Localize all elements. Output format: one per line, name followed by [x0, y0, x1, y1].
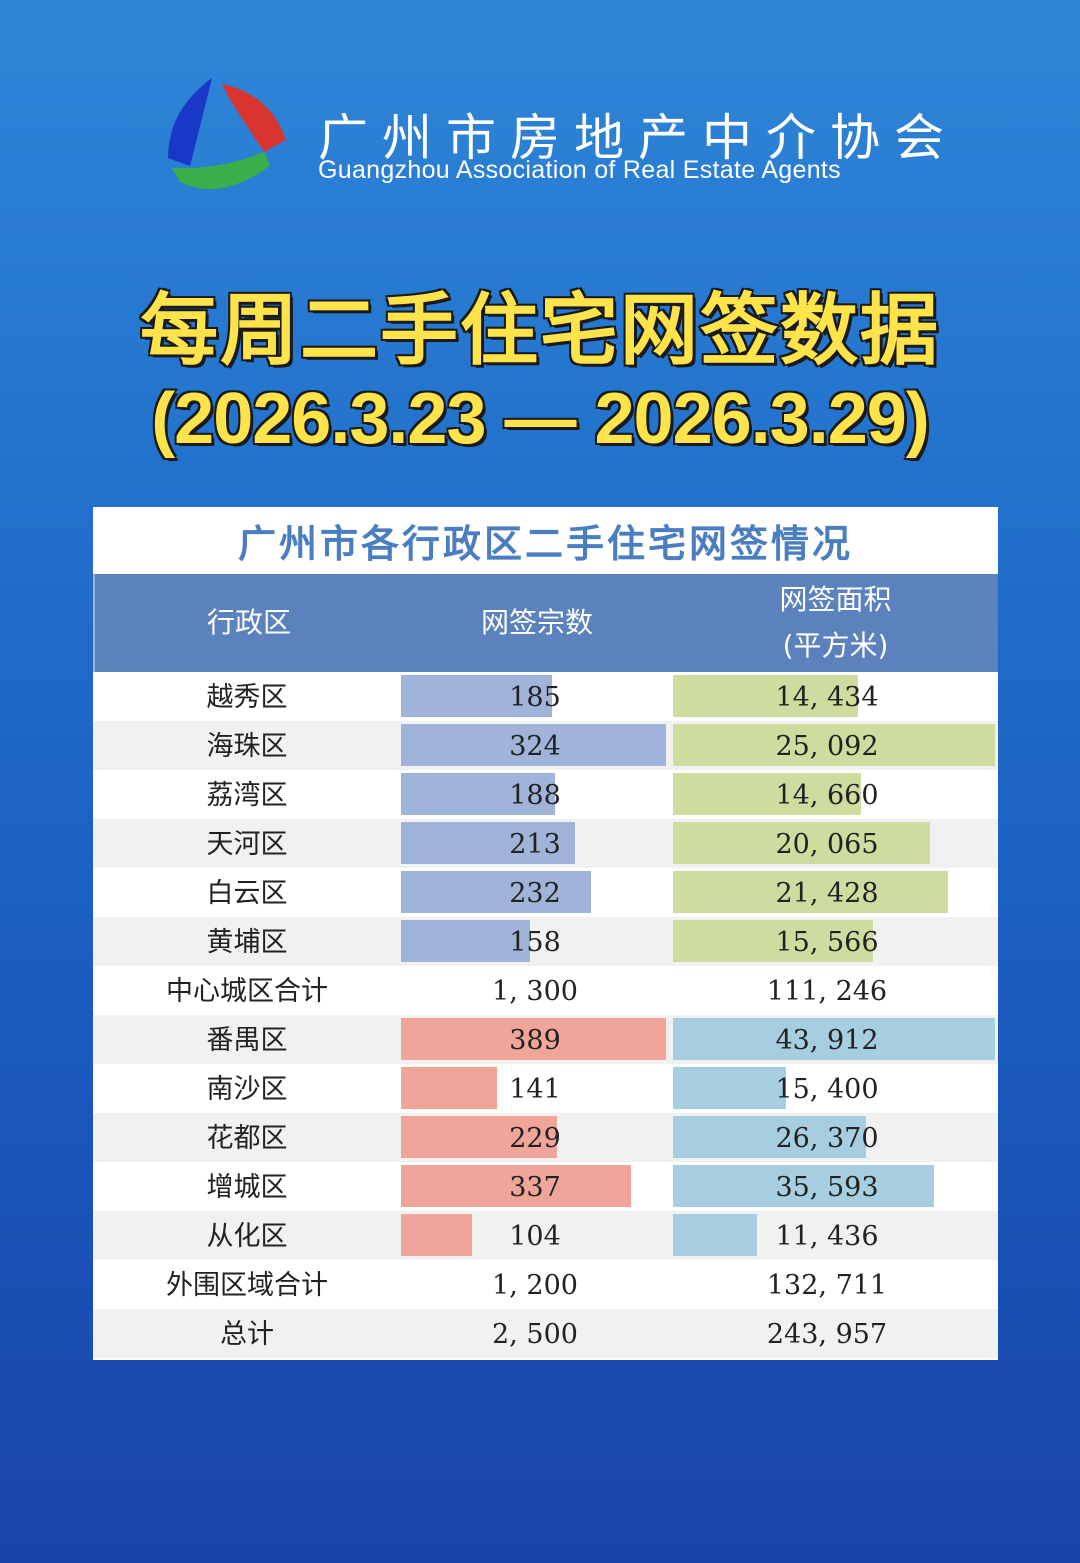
district-name: 中心城区合计 — [166, 976, 328, 1007]
data-table-panel: 广州市各行政区二手住宅网签情况 行政区 网签宗数 网签面积 (平方米) 越秀区 1… — [93, 507, 998, 1360]
count-bar — [401, 1214, 472, 1256]
column-header-area-line1: 网签面积 — [779, 583, 892, 616]
count-bar — [401, 920, 530, 962]
area-value: 243, 957 — [766, 1319, 888, 1350]
count-value: 2, 500 — [492, 1319, 578, 1350]
district-name: 南沙区 — [206, 1074, 288, 1105]
table-row: 总计 2, 500 243, 957 — [93, 1309, 998, 1358]
count-value: 213 — [509, 829, 561, 860]
count-bar — [401, 822, 575, 864]
area-bar — [673, 1018, 995, 1060]
table-row: 荔湾区 188 14, 660 — [93, 770, 998, 819]
association-name-en: Guangzhou Association of Real Estate Age… — [318, 156, 841, 184]
column-header-area-line2: (平方米) — [782, 629, 889, 662]
area-value: 11, 436 — [775, 1221, 879, 1252]
count-bar — [401, 871, 591, 913]
area-bar — [673, 675, 858, 717]
area-value: 20, 065 — [775, 829, 879, 860]
table-row: 增城区 337 35, 593 — [93, 1162, 998, 1211]
district-name: 白云区 — [206, 878, 288, 909]
association-logo-icon — [168, 78, 286, 190]
table-row: 天河区 213 20, 065 — [93, 819, 998, 868]
count-value: 229 — [509, 1123, 561, 1154]
area-value: 15, 566 — [775, 927, 879, 958]
column-header-count: 网签宗数 — [403, 574, 671, 672]
area-value: 21, 428 — [775, 878, 879, 909]
district-name: 从化区 — [206, 1221, 288, 1252]
date-range: (2026.3.23 — 2026.3.29) — [150, 378, 932, 461]
area-bar — [673, 871, 948, 913]
district-name: 外围区域合计 — [166, 1270, 328, 1301]
count-value: 104 — [509, 1221, 561, 1252]
area-bar — [673, 773, 861, 815]
district-name: 番禺区 — [206, 1025, 288, 1056]
district-name: 花都区 — [206, 1123, 288, 1154]
area-value: 25, 092 — [775, 731, 879, 762]
district-name: 黄埔区 — [206, 927, 288, 958]
area-value: 35, 593 — [775, 1172, 879, 1203]
count-value: 324 — [509, 731, 561, 762]
count-value: 337 — [509, 1172, 561, 1203]
area-bar — [673, 1067, 786, 1109]
area-bar — [673, 1165, 934, 1207]
district-name: 海珠区 — [206, 731, 288, 762]
area-value: 26, 370 — [775, 1123, 879, 1154]
table-row: 外围区域合计 1, 200 132, 711 — [93, 1260, 998, 1309]
area-value: 111, 246 — [766, 976, 888, 1007]
table-row: 从化区 104 11, 436 — [93, 1211, 998, 1260]
count-value: 389 — [509, 1025, 561, 1056]
district-name: 天河区 — [206, 829, 288, 860]
table-row: 南沙区 141 15, 400 — [93, 1064, 998, 1113]
area-bar — [673, 1214, 757, 1256]
count-bar — [401, 1067, 497, 1109]
count-value: 1, 300 — [492, 976, 578, 1007]
table-row: 花都区 229 26, 370 — [93, 1113, 998, 1162]
area-bar — [673, 724, 995, 766]
count-bar — [401, 675, 552, 717]
count-value: 1, 200 — [492, 1270, 578, 1301]
count-bar — [401, 1165, 631, 1207]
area-bar — [673, 822, 930, 864]
area-bar — [673, 1116, 866, 1158]
area-bar — [673, 920, 873, 962]
table-row: 中心城区合计 1, 300 111, 246 — [93, 966, 998, 1015]
count-bar — [401, 1116, 557, 1158]
area-value: 43, 912 — [775, 1025, 879, 1056]
area-value: 15, 400 — [775, 1074, 879, 1105]
association-logo-block: 广州市房地产中介协会 Guangzhou Association of Real… — [160, 70, 944, 210]
area-value: 14, 660 — [775, 780, 879, 811]
count-bar — [401, 1018, 666, 1060]
count-value: 232 — [509, 878, 561, 909]
count-value: 141 — [509, 1074, 561, 1105]
column-header-count-label: 网签宗数 — [480, 606, 593, 639]
count-value: 188 — [509, 780, 561, 811]
association-name-cn: 广州市房地产中介协会 — [318, 109, 958, 167]
district-name: 荔湾区 — [206, 780, 288, 811]
table-title: 广州市各行政区二手住宅网签情况 — [237, 522, 853, 566]
table-row: 越秀区 185 14, 434 — [93, 672, 998, 721]
district-name: 总计 — [220, 1319, 274, 1350]
table-row: 番禺区 389 43, 912 — [93, 1015, 998, 1064]
column-header-district: 行政区 — [95, 574, 403, 672]
count-value: 185 — [509, 682, 561, 713]
column-header-district-label: 行政区 — [206, 606, 291, 639]
area-value: 132, 711 — [766, 1270, 888, 1301]
area-value: 14, 434 — [775, 682, 879, 713]
table-row: 海珠区 324 25, 092 — [93, 721, 998, 770]
column-header-area: 网签面积 (平方米) — [671, 574, 1000, 672]
count-bar — [401, 773, 555, 815]
table-header: 行政区 网签宗数 网签面积 (平方米) — [93, 574, 998, 672]
table-row: 白云区 232 21, 428 — [93, 868, 998, 917]
count-value: 158 — [509, 927, 561, 958]
page-title: 每周二手住宅网签数据 — [138, 285, 940, 378]
table-row: 黄埔区 158 15, 566 — [93, 917, 998, 966]
district-name: 增城区 — [206, 1172, 288, 1203]
district-name: 越秀区 — [206, 682, 288, 713]
count-bar — [401, 724, 666, 766]
